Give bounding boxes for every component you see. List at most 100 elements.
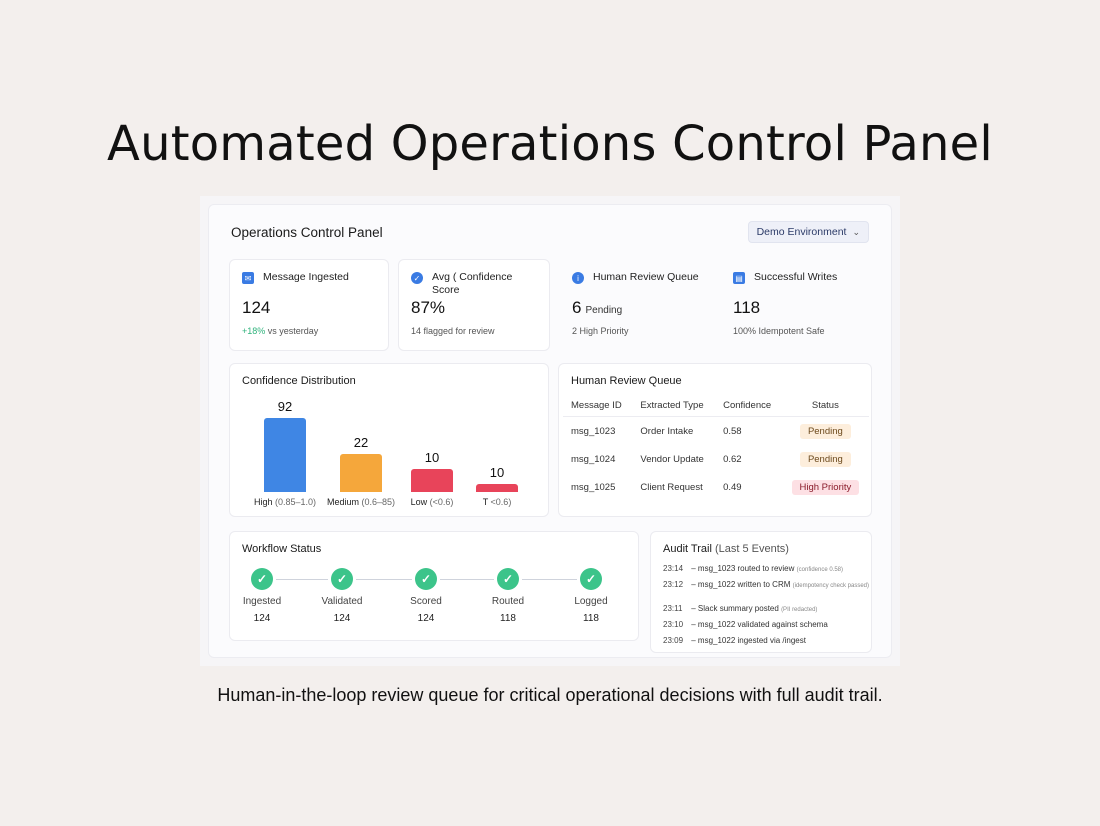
confidence-cell: 0.62 <box>723 454 742 465</box>
status-badge: Pending <box>799 452 851 467</box>
type-cell: Client Request <box>640 482 703 493</box>
table-row[interactable]: msg_1025 Client Request 0.49 High Priori… <box>563 473 869 501</box>
step-label: Validated <box>321 596 363 607</box>
page-title: Automated Operations Control Panel <box>107 116 993 172</box>
bar-value-label: 22 <box>353 435 369 450</box>
page-caption: Human-in-the-loop review queue for criti… <box>217 685 883 705</box>
confidence-distribution-card: Confidence Distribution 92 High (0.85–1.0… <box>229 363 549 517</box>
kpi-value: 124 <box>242 298 271 317</box>
kpi-subtext: +18% vs yesterday <box>242 326 319 336</box>
step-connector <box>356 579 412 580</box>
environment-label: Demo Environment <box>756 226 847 238</box>
kpi-card-writes: ▤ Successful Writes 118 100% Idempotent … <box>720 259 872 351</box>
check-icon: ✓ <box>415 568 437 590</box>
step-connector <box>276 579 328 580</box>
kpi-value: 6 Pending <box>572 298 623 317</box>
workflow-status-card: Workflow Status ✓ Ingested 124 ✓ Validated 12… <box>229 531 639 641</box>
screenshot-frame: Operations Control Panel Demo Environmen… <box>200 196 900 666</box>
workflow-step: ✓ Validated 124 <box>312 568 372 624</box>
check-icon: ✓ <box>497 568 519 590</box>
status-cell: Pending <box>782 417 869 446</box>
status-badge: Pending <box>799 424 851 439</box>
step-label: Ingested <box>242 596 282 607</box>
chart-title: Confidence Distribution <box>242 375 356 387</box>
step-label: Scored <box>410 596 442 607</box>
confidence-cell: 0.58 <box>723 426 742 437</box>
bar-category-label: Medium (0.6–85) <box>326 497 396 507</box>
workflow-step: ✓ Routed 118 <box>478 568 538 624</box>
bar-value-label: 10 <box>424 450 440 465</box>
status-cell: High Priority <box>782 473 869 501</box>
bar-value-label: 92 <box>277 399 293 414</box>
document-icon: ▤ <box>733 272 745 284</box>
audit-event: 23:12 – msg_1022 written to CRM (idempot… <box>663 580 869 589</box>
step-label: Routed <box>491 596 525 607</box>
audit-event: 23:10 – msg_1022 validated against schem… <box>663 620 828 629</box>
chart-bar <box>264 418 306 492</box>
kpi-card-review: i Human Review Queue 6 Pending 2 High Pri… <box>559 259 711 351</box>
kpi-subtext: 14 flagged for review <box>411 326 495 336</box>
status-badge: High Priority <box>791 480 860 495</box>
kpi-subtext: 2 High Priority <box>572 326 629 336</box>
kpi-card-messages: ✉ Message Ingested 124 +18% vs yesterday <box>229 259 389 351</box>
message-id-cell: msg_1023 <box>571 426 616 437</box>
column-header: Extracted Type <box>632 394 716 417</box>
review-queue-card: Human Review Queue Message ID Extracted … <box>558 363 872 517</box>
status-cell: Pending <box>782 445 869 473</box>
audit-event: 23:11 – Slack summary posted (PII redact… <box>663 604 818 613</box>
kpi-value: 118 <box>733 298 761 317</box>
message-id-cell: msg_1025 <box>571 482 616 493</box>
chart-bar <box>411 469 453 492</box>
kpi-value: 87% <box>411 298 446 317</box>
mail-icon: ✉ <box>242 272 254 284</box>
bar-category-label: Low (<0.6) <box>410 497 454 507</box>
check-circle-icon: ✓ <box>411 272 423 284</box>
info-icon: i <box>572 272 584 284</box>
workflow-step: ✓ Logged 118 <box>561 568 621 624</box>
type-cell: Order Intake <box>640 426 694 437</box>
column-header: Status <box>781 394 869 417</box>
message-id-cell: msg_1024 <box>571 454 616 465</box>
step-connector <box>440 579 494 580</box>
kpi-label: Successful Writes <box>754 271 838 283</box>
check-icon: ✓ <box>251 568 273 590</box>
column-header: Message ID <box>563 394 633 417</box>
kpi-label: Avg ( Confidence Score <box>432 271 513 296</box>
bar-category-label: T <0.6) <box>482 497 512 507</box>
step-count: 118 <box>500 613 516 624</box>
bar-category-label: High (0.85–1.0) <box>253 497 317 507</box>
table-row[interactable]: msg_1023 Order Intake 0.58 Pending <box>563 417 869 446</box>
step-count: 124 <box>417 613 435 624</box>
review-queue-title: Human Review Queue <box>571 375 682 387</box>
kpi-card-confidence: ✓ Avg ( Confidence Score 87% 14 flagged … <box>398 259 550 351</box>
kpi-subtext: 100% Idempotent Safe <box>733 326 825 336</box>
step-count: 118 <box>583 613 599 624</box>
check-icon: ✓ <box>331 568 353 590</box>
bar-value-label: 10 <box>489 465 505 480</box>
audit-trail-card: Audit Trail (Last 5 Events) 23:14 – msg_… <box>650 531 872 653</box>
chart-bar <box>340 454 382 492</box>
step-count: 124 <box>333 613 351 624</box>
table-row[interactable]: msg_1024 Vendor Update 0.62 Pending <box>563 445 869 473</box>
audit-event: 23:14 – msg_1023 routed to review (confi… <box>663 564 844 573</box>
environment-dropdown[interactable]: Demo Environment ⌄ <box>747 221 869 243</box>
type-cell: Vendor Update <box>640 454 704 465</box>
step-label: Logged <box>574 596 608 607</box>
kpi-label: Human Review Queue <box>593 271 699 283</box>
workflow-title: Workflow Status <box>242 543 322 555</box>
table-header-row: Message ID Extracted Type Confidence Sta… <box>563 394 869 417</box>
workflow-step: ✓ Ingested 124 <box>232 568 292 624</box>
audit-title: Audit Trail (Last 5 Events) <box>663 543 789 555</box>
column-header: Confidence <box>715 394 782 417</box>
check-icon: ✓ <box>580 568 602 590</box>
audit-event: 23:09 – msg_1022 ingested via /ingest <box>663 636 806 645</box>
step-count: 124 <box>253 613 271 624</box>
workflow-step: ✓ Scored 124 <box>396 568 456 624</box>
control-panel: Operations Control Panel Demo Environmen… <box>208 204 892 658</box>
panel-title: Operations Control Panel <box>231 225 383 240</box>
confidence-cell: 0.49 <box>723 482 742 493</box>
step-connector <box>522 579 577 580</box>
chevron-down-icon: ⌄ <box>852 226 860 237</box>
kpi-label: Message Ingested <box>263 271 349 283</box>
chart-bar <box>476 484 518 492</box>
